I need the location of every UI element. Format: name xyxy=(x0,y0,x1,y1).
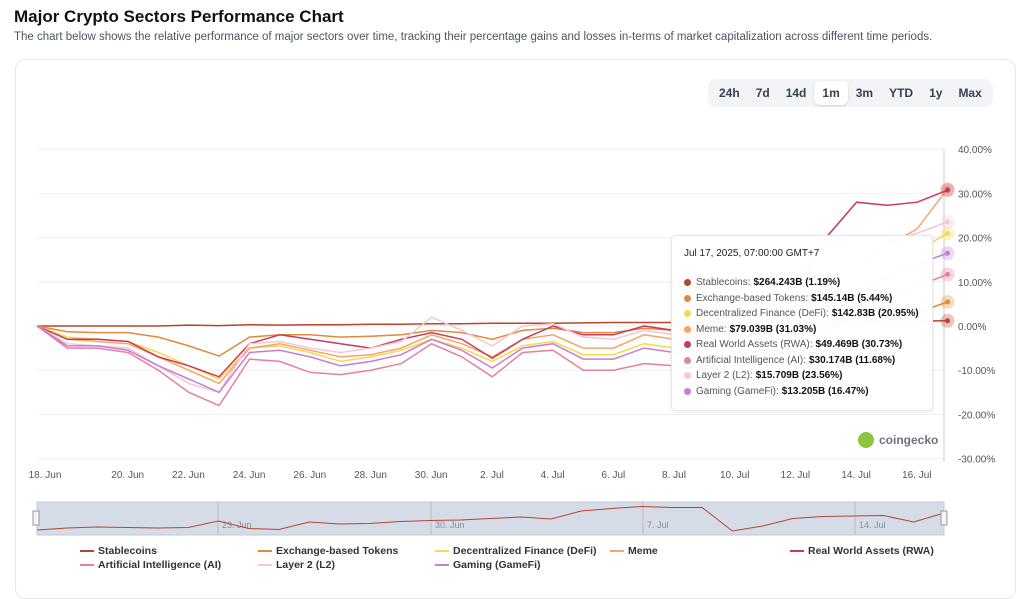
tooltip-series-name: Artificial Intelligence (AI): xyxy=(696,355,806,366)
x-tick-label: 16. Jul xyxy=(902,470,931,481)
tooltip-date: Jul 17, 2025, 07:00:00 GMT+7 xyxy=(684,248,920,259)
legend-label: Meme xyxy=(628,545,658,557)
x-tick-label: 26. Jun xyxy=(293,470,326,481)
tooltip-series-value: $49.469B (30.73%) xyxy=(816,339,903,350)
series-dot-icon xyxy=(684,341,691,348)
y-tick-label: -20.00% xyxy=(958,410,995,421)
series-dot-icon xyxy=(684,388,691,395)
legend-label: Decentralized Finance (DeFi) xyxy=(453,545,597,557)
tooltip-series-name: Decentralized Finance (DeFi): xyxy=(696,308,829,319)
legend-swatch-icon xyxy=(80,550,94,552)
series-dot-icon xyxy=(684,357,691,364)
series-dot-icon xyxy=(684,295,691,302)
legend-item[interactable]: Exchange-based Tokens xyxy=(258,545,398,557)
y-tick-label: 20.00% xyxy=(958,234,992,245)
tooltip-series-name: Layer 2 (L2): xyxy=(696,370,753,381)
x-tick-label: 20. Jun xyxy=(111,470,144,481)
legend-swatch-icon xyxy=(435,550,449,552)
tooltip-series-name: Meme: xyxy=(696,324,727,335)
y-tick-label: 40.00% xyxy=(958,145,992,156)
tooltip-row: Decentralized Finance (DeFi):$142.83B (2… xyxy=(684,306,920,322)
y-tick-label: -30.00% xyxy=(958,455,995,466)
tooltip-row: Real World Assets (RWA):$49.469B (30.73%… xyxy=(684,337,920,353)
navigator-tick-label: 14. Jul xyxy=(859,520,886,530)
y-tick-label: 10.00% xyxy=(958,278,992,289)
navigator-tick-label: 7. Jul xyxy=(647,520,669,530)
series-dot-icon xyxy=(684,326,691,333)
tooltip-series-value: $79.039B (31.03%) xyxy=(730,324,817,335)
x-tick-label: 12. Jul xyxy=(781,470,810,481)
brand-name: coingecko xyxy=(879,433,938,447)
x-tick-label: 30. Jun xyxy=(415,470,448,481)
tooltip-row: Stablecoins:$264.243B (1.19%) xyxy=(684,275,920,291)
tooltip-series-value: $142.83B (20.95%) xyxy=(832,308,919,319)
navigator-handle-left[interactable] xyxy=(33,511,39,525)
series-dot-icon xyxy=(684,310,691,317)
tooltip-series-value: $145.14B (5.44%) xyxy=(811,293,892,304)
legend-item[interactable]: Stablecoins xyxy=(80,545,157,557)
x-tick-label: 24. Jun xyxy=(233,470,266,481)
legend-swatch-icon xyxy=(435,564,449,566)
x-tick-label: 10. Jul xyxy=(720,470,749,481)
tooltip-series-value: $15.709B (23.56%) xyxy=(756,370,843,381)
series-dot-icon xyxy=(684,372,691,379)
y-tick-label: 30.00% xyxy=(958,189,992,200)
legend-swatch-icon xyxy=(790,550,804,552)
legend-label: Stablecoins xyxy=(98,545,157,557)
tooltip-row: Artificial Intelligence (AI):$30.174B (1… xyxy=(684,353,920,369)
coingecko-logo: coingecko xyxy=(858,432,938,448)
y-tick-label: 0.00% xyxy=(958,322,986,333)
tooltip-row: Layer 2 (L2):$15.709B (23.56%) xyxy=(684,368,920,384)
x-tick-label: 8. Jul xyxy=(662,470,686,481)
chart-tooltip: Jul 17, 2025, 07:00:00 GMT+7 Stablecoins… xyxy=(671,235,933,411)
gecko-icon xyxy=(858,432,874,448)
x-tick-label: 18. Jun xyxy=(29,470,62,481)
navigator-tick-label: 30. Jun xyxy=(435,520,465,530)
x-tick-label: 2. Jul xyxy=(480,470,504,481)
legend-swatch-icon xyxy=(610,550,624,552)
legend-item[interactable]: Meme xyxy=(610,545,658,557)
series-marker xyxy=(945,188,950,193)
x-tick-label: 4. Jul xyxy=(541,470,565,481)
x-tick-label: 14. Jul xyxy=(841,470,870,481)
legend-swatch-icon xyxy=(258,564,272,566)
series-marker xyxy=(945,272,950,277)
x-tick-label: 6. Jul xyxy=(601,470,625,481)
tooltip-series-name: Gaming (GameFi): xyxy=(696,386,779,397)
x-tick-label: 28. Jun xyxy=(354,470,387,481)
series-marker xyxy=(945,318,950,323)
series-marker xyxy=(945,231,950,236)
tooltip-series-value: $264.243B (1.19%) xyxy=(753,277,840,288)
legend-item[interactable]: Artificial Intelligence (AI) xyxy=(80,559,221,571)
series-marker xyxy=(945,251,950,256)
tooltip-series-value: $30.174B (11.68%) xyxy=(809,355,895,366)
legend-label: Real World Assets (RWA) xyxy=(808,545,934,557)
series-marker xyxy=(945,299,950,304)
tooltip-series-name: Exchange-based Tokens: xyxy=(696,293,808,304)
tooltip-series-name: Stablecoins: xyxy=(696,277,750,288)
legend-item[interactable]: Decentralized Finance (DeFi) xyxy=(435,545,597,557)
navigator-handle-right[interactable] xyxy=(941,511,947,525)
legend-swatch-icon xyxy=(80,564,94,566)
legend-swatch-icon xyxy=(258,550,272,552)
legend-item[interactable]: Real World Assets (RWA) xyxy=(790,545,934,557)
tooltip-row: Exchange-based Tokens:$145.14B (5.44%) xyxy=(684,291,920,307)
x-tick-label: 22. Jun xyxy=(172,470,205,481)
legend-label: Artificial Intelligence (AI) xyxy=(98,559,221,571)
tooltip-row: Gaming (GameFi):$13.205B (16.47%) xyxy=(684,384,920,400)
legend-item[interactable]: Gaming (GameFi) xyxy=(435,559,541,571)
tooltip-row: Meme:$79.039B (31.03%) xyxy=(684,322,920,338)
legend-label: Exchange-based Tokens xyxy=(276,545,398,557)
series-marker xyxy=(945,219,950,224)
legend-item[interactable]: Layer 2 (L2) xyxy=(258,559,335,571)
y-tick-label: -10.00% xyxy=(958,366,995,377)
legend-label: Layer 2 (L2) xyxy=(276,559,335,571)
tooltip-series-value: $13.205B (16.47%) xyxy=(782,386,869,397)
tooltip-series-name: Real World Assets (RWA): xyxy=(696,339,813,350)
series-dot-icon xyxy=(684,279,691,286)
legend-label: Gaming (GameFi) xyxy=(453,559,541,571)
